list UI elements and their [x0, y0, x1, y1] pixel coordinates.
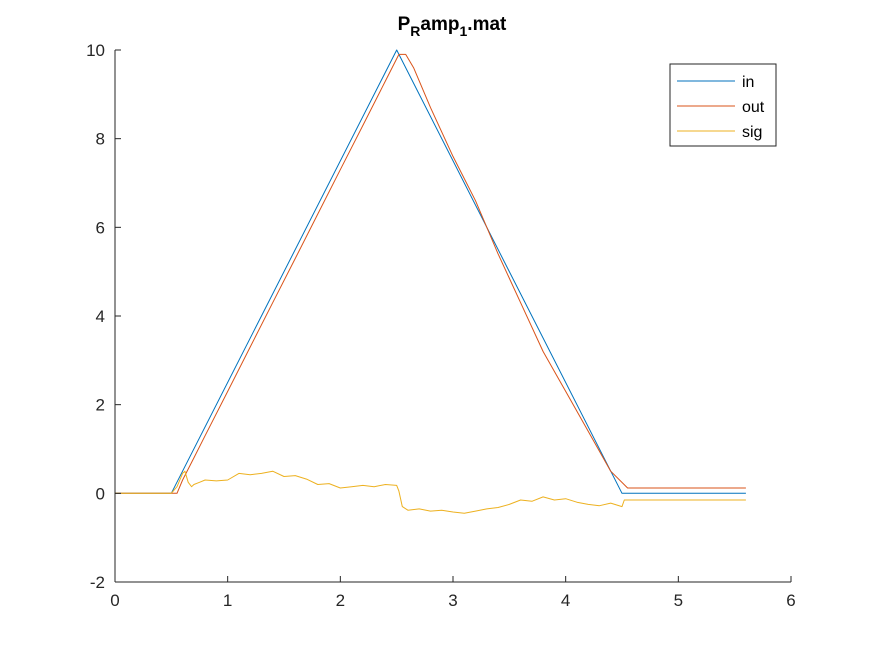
title-subscript-1: R — [410, 23, 420, 39]
y-tick-label: 4 — [96, 307, 105, 326]
y-tick-label: 0 — [96, 484, 105, 503]
plot-lines — [115, 49, 746, 514]
title-tail: .mat — [467, 14, 507, 35]
legend-label-sig: sig — [742, 124, 762, 141]
x-tick-label: 6 — [786, 591, 795, 610]
series-line-out — [115, 53, 746, 494]
ticks: 0 1 2 3 4 5 6 -2 0 2 4 6 8 10 — [86, 41, 796, 610]
title-subscript-2: 1 — [460, 23, 468, 39]
x-tick-label: 0 — [110, 591, 119, 610]
y-tick-label: 10 — [86, 41, 105, 60]
x-tick-label: 1 — [223, 591, 232, 610]
y-tick-label: 8 — [96, 130, 105, 149]
title-mid: amp — [420, 14, 459, 35]
x-tick-label: 4 — [561, 591, 570, 610]
x-tick-label: 5 — [674, 591, 683, 610]
series-line-sig — [115, 470, 746, 514]
legend-label-out: out — [742, 99, 765, 116]
y-tick-label: 2 — [96, 396, 105, 415]
y-tick-label: -2 — [90, 573, 105, 592]
x-tick-label: 2 — [336, 591, 345, 610]
legend-box — [669, 63, 777, 147]
chart-title: PRamp1.mat — [398, 14, 507, 39]
x-tick-label: 3 — [448, 591, 457, 610]
y-tick-label: 6 — [96, 218, 105, 237]
legend: in out sig — [669, 63, 777, 147]
title-base: P — [398, 14, 411, 35]
legend-label-in: in — [742, 74, 754, 91]
